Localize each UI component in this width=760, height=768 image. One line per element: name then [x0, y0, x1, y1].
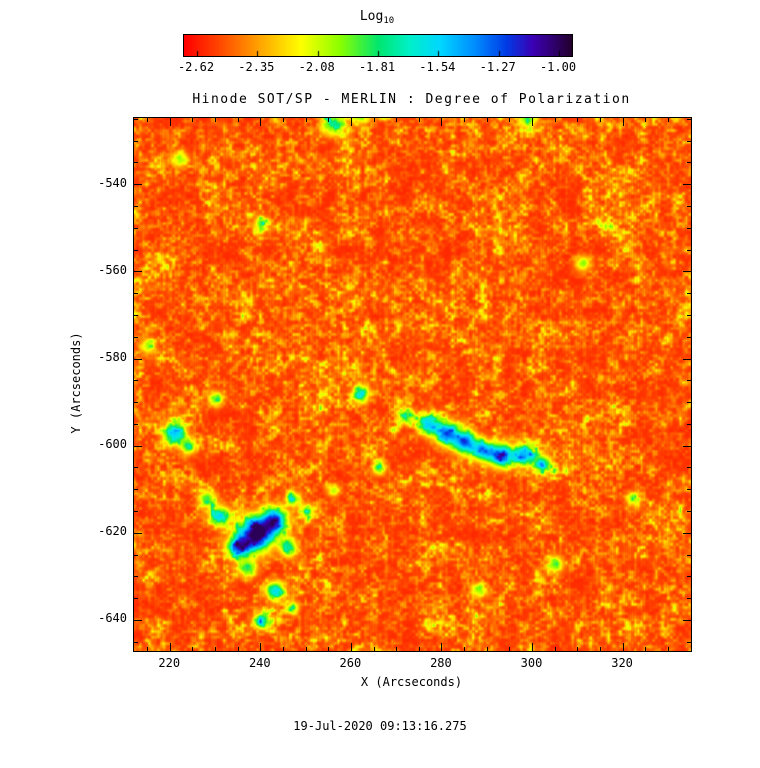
- y-tick-label: -540: [98, 175, 127, 190]
- colorbar-gradient: [184, 35, 572, 56]
- y-tick-label: -580: [98, 350, 127, 364]
- plot-title: Hinode SOT/SP - MERLIN : Degree of Polar…: [192, 92, 631, 107]
- x-tick-label: 220: [158, 656, 181, 670]
- x-tick-label: 260: [339, 656, 362, 670]
- plot-area: [133, 117, 692, 652]
- timestamp: 19-Jul-2020 09:13:16.275: [293, 719, 467, 733]
- y-axis-label: Y (Arcseconds): [69, 332, 83, 434]
- colorbar-tick-label: -1.27: [479, 60, 516, 74]
- colorbar-tick-label: -2.62: [177, 60, 215, 74]
- colorbar-tick-label: -1.00: [539, 60, 577, 74]
- colorbar-tick-label: -2.35: [238, 60, 275, 74]
- colorbar-title-subscript: 10: [383, 16, 395, 26]
- y-tick-label: -620: [98, 524, 127, 539]
- colorbar: [183, 34, 573, 57]
- colorbar-tick-label: -1.81: [358, 60, 396, 74]
- colorbar-title: Log10: [183, 9, 571, 26]
- colorbar-tick-labels: -2.62 -2.35 -2.08 -1.81 -1.54 -1.27 -1.00: [178, 60, 576, 76]
- colorbar-tick-label: -2.08: [298, 60, 335, 74]
- y-tick-label: -640: [98, 611, 127, 626]
- colorbar-title-text: Log: [359, 9, 384, 24]
- x-tick-label: 300: [520, 656, 543, 670]
- y-tick-label: -560: [98, 262, 127, 277]
- colorbar-tick-label: -1.54: [419, 60, 456, 74]
- x-axis-label: X (Arcseconds): [360, 675, 463, 689]
- x-tick-label: 320: [611, 656, 633, 670]
- x-tick-labels: 220 240 260 280 300 320: [133, 656, 690, 670]
- y-tick-label: -600: [98, 437, 127, 452]
- x-tick-label: 280: [430, 656, 452, 670]
- polarization-heatmap-canvas: [134, 118, 691, 651]
- x-tick-label: 240: [248, 656, 271, 670]
